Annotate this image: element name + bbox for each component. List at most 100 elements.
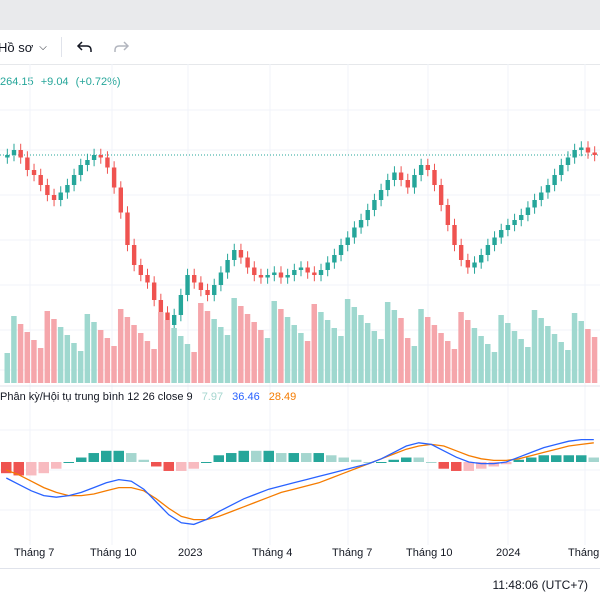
profile-dropdown[interactable]: Hồ sơ ⌵ [0,30,47,64]
x-axis-label: Tháng 10 [90,547,137,559]
candle-body [579,147,584,150]
macd-histogram-bar [538,455,549,462]
legend-change: +9.04 [40,76,69,88]
volume-bar [97,330,104,383]
toolbar-divider [60,37,62,57]
clock: 11:48:06 (UTC+7) [492,578,589,592]
candle-body [465,260,471,268]
volume-bar [137,333,144,383]
volume-bar [251,322,257,383]
macd-histogram-bar [501,462,512,465]
volume-bar [551,334,558,383]
macd-histogram-bar [226,453,237,462]
chart-canvas[interactable] [0,0,600,568]
volume-bar [418,309,424,383]
volume-bar [525,347,531,383]
macd-histogram-bar [476,462,487,469]
candle-body [458,245,464,260]
undo-icon[interactable] [74,36,96,58]
volume-bar [384,302,391,383]
volume-bar [364,323,371,383]
volume-bar [344,299,351,383]
volume-bar [298,333,304,383]
candle-body [125,212,130,245]
macd-histogram-bar [251,450,262,462]
candle-body [212,285,217,295]
candle-body [592,152,597,155]
macd-histogram-bar [213,455,224,462]
volume-bar [171,328,177,383]
volume-bar [111,346,117,383]
volume-bar [311,304,317,383]
volume-bar [398,318,404,383]
volume-bar [304,341,311,383]
volume-bar [511,331,518,383]
redo-icon[interactable] [110,36,132,58]
candle-body [131,245,137,265]
volume-bar [184,344,191,383]
candle-body [425,165,431,170]
chart-toolbar: Hồ sơ ⌵ [0,30,600,65]
macd-histogram-bar [63,462,74,463]
candle-body [225,260,230,273]
volume-bar [164,320,171,383]
volume-bar [31,340,37,383]
candle-body [298,267,304,270]
candle-body [385,180,390,190]
macd-histogram-bar [138,459,149,462]
volume-bar [478,336,484,383]
macd-histogram-bar [1,462,12,474]
macd-histogram-bar [338,457,349,462]
candle-body [519,215,524,220]
candle-body [325,262,330,270]
volume-bar [338,336,344,383]
macd-histogram-bar [438,462,449,469]
macd-histogram-bar [51,462,62,469]
volume-bar [158,312,164,383]
candle-body [418,165,424,175]
candle-body [98,155,103,158]
macd-histogram-bar [426,462,437,463]
macd-histogram-bar [551,455,562,462]
volume-bar [218,327,224,383]
macd-line [6,438,594,526]
volume-bar [211,319,217,383]
volume-bar [485,344,491,383]
candle-body [205,290,210,295]
price-legend: 264.15 +9.04 (+0.72%) [0,76,125,88]
macd-histogram-bar [276,453,287,462]
macd-histogram-bar [263,450,274,462]
candle-body [438,185,444,205]
macd-histogram-bar [188,462,199,469]
volume-bar [438,333,444,383]
volume-bar [458,312,464,383]
candle-body [105,157,110,168]
candle-body [178,295,184,315]
candle-body [252,267,257,275]
candle-body [192,275,197,283]
volume-bar [191,352,197,383]
candle-body [499,230,504,238]
volume-bar [571,313,578,383]
volume-bar [585,329,591,383]
macd-histogram-bar [401,457,412,462]
candle-body [58,192,63,200]
candle-body [312,272,317,275]
volume-bar [591,337,598,383]
candle-body [565,157,571,165]
macd-histogram-bar [451,462,462,471]
volume-bar [411,346,418,383]
candle-body [292,270,297,275]
macd-label: Phân kỳ/Hội tụ trung bình 12 26 close 9 [0,391,193,403]
macd-histogram-bar [163,462,174,471]
legend-price: 264.15 [0,76,34,88]
candle-body [539,192,544,200]
macd-histogram-bar [526,457,537,462]
x-axis-label: Tháng 4 [252,547,293,559]
candle-body [452,225,457,245]
volume-bar [91,322,97,383]
volume-bar [64,335,71,383]
candle-body [258,275,264,278]
macd-histogram-bar [363,462,374,463]
candle-body [38,175,43,185]
